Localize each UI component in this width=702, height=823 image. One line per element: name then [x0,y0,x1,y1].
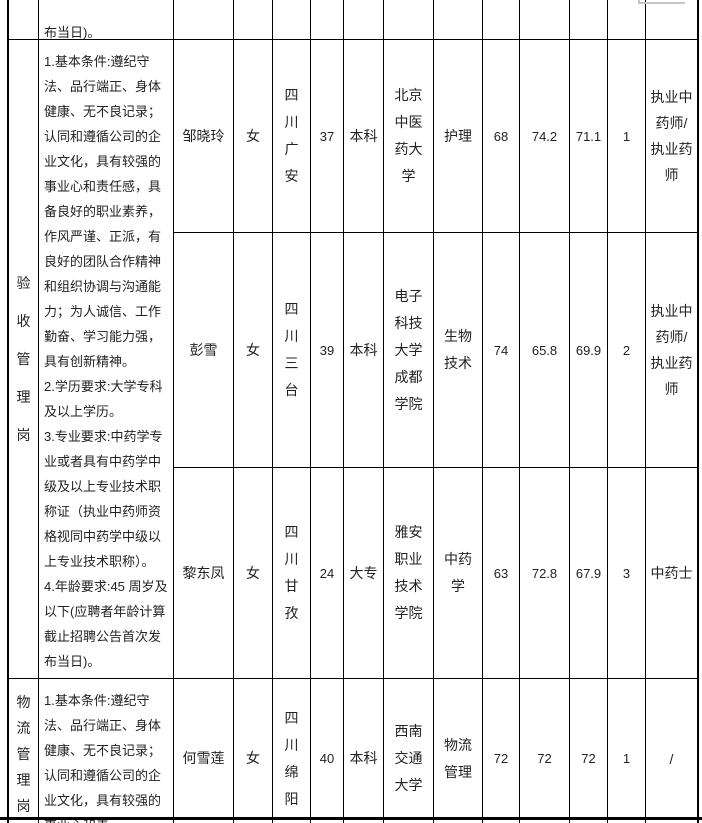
requirements-tail-text: 布当日)。 [44,25,101,40]
major-cell: 生物技术 [433,232,483,468]
score-written-cell: 63 [482,467,520,679]
school-cell: 西南交通大学 [383,678,434,823]
score-interview-cell: 72.8 [519,467,570,679]
requirement-item-4: 4.年龄要求:45 周岁及以下(应聘者年龄计算截止招聘公告首次发布当日)。 [44,579,168,669]
certificate-cell: 执业中药师/执业药师 [645,39,699,233]
bottom-crop-line [0,817,702,820]
empty-cell [433,0,483,40]
position-title-cell: 验收管理岗 [7,39,39,679]
score-total-cell: 69.9 [569,232,608,468]
origin-cell: 四川甘孜 [272,467,311,679]
score-interview-cell: 65.8 [519,232,570,468]
requirements-text: 1.基本条件:遵纪守法、品行端正、身体健康、无不良记录；认同和遵循公司的企业文化… [44,688,169,823]
empty-cell [310,0,344,40]
rank-cell: 1 [607,678,646,823]
empty-cell [343,0,384,40]
position-cell-partial-empty [7,0,39,40]
requirement-item-3: 3.专业要求:中药学专业或者具有中药学中级及以上专业技术职称证（执业中药师资格视… [44,429,163,569]
rank-cell: 1 [607,39,646,233]
requirement-item-2: 2.学历要求:大学专科及以上学历。 [44,379,163,419]
score-total-cell: 72 [569,678,608,823]
requirements-text: 1.基本条件:遵纪守法、品行端正、身体健康、无不良记录；认同和遵循公司的企业文化… [44,49,169,674]
age-cell: 39 [310,232,344,468]
school-cell: 北京中医药大学 [383,39,434,233]
education-cell: 本科 [343,39,384,233]
gender-cell: 女 [233,467,273,679]
requirements-cell: 1.基本条件:遵纪守法、品行端正、身体健康、无不良记录；认同和遵循公司的企业文化… [38,39,174,679]
major-cell: 护理 [433,39,483,233]
education-cell: 本科 [343,678,384,823]
school-cell: 电子科技大学成都学院 [383,232,434,468]
empty-cell [569,0,608,40]
origin-cell: 四川三台 [272,232,311,468]
requirement-item-1: 1.基本条件:遵纪守法、品行端正、身体健康、无不良记录；认同和遵循公司的企业文化… [44,54,162,369]
gender-cell: 女 [233,39,273,233]
empty-cell [173,0,234,40]
certificate-cell: 中药士 [645,467,699,679]
rank-cell: 3 [607,467,646,679]
candidate-name-cell: 黎东凤 [173,467,234,679]
candidate-name-cell: 邹晓玲 [173,39,234,233]
empty-cell [383,0,434,40]
score-written-cell: 68 [482,39,520,233]
major-cell: 物流管理 [433,678,483,823]
education-cell: 大专 [343,467,384,679]
score-interview-cell: 74.2 [519,39,570,233]
age-cell: 40 [310,678,344,823]
age-cell: 37 [310,39,344,233]
score-interview-cell: 72 [519,678,570,823]
score-written-cell: 74 [482,232,520,468]
major-cell: 中药学 [433,467,483,679]
gender-cell: 女 [233,232,273,468]
empty-cell [482,0,520,40]
empty-cell [272,0,311,40]
gender-cell: 女 [233,678,273,823]
score-written-cell: 72 [482,678,520,823]
score-total-cell: 71.1 [569,39,608,233]
requirement-item-1: 1.基本条件:遵纪守法、品行端正、身体健康、无不良记录；认同和遵循公司的企业文化… [44,693,162,823]
age-cell: 24 [310,467,344,679]
empty-cell [645,0,699,40]
cropped-selection-artifact [638,0,685,4]
position-title-cell: 物流管理岗 [7,678,39,823]
origin-cell: 四川绵阳 [272,678,311,823]
score-total-cell: 67.9 [569,467,608,679]
empty-cell [233,0,273,40]
certificate-cell: / [645,678,699,823]
candidate-name-cell: 何雪莲 [173,678,234,823]
candidate-name-cell: 彭雪 [173,232,234,468]
rank-cell: 2 [607,232,646,468]
certificate-cell: 执业中药师/执业药师 [645,232,699,468]
requirements-cell-partial-top: 布当日)。 [38,0,174,40]
origin-cell: 四川广安 [272,39,311,233]
empty-cell [607,0,646,40]
requirements-cell-partial: 1.基本条件:遵纪守法、品行端正、身体健康、无不良记录；认同和遵循公司的企业文化… [38,678,174,823]
school-cell: 雅安职业技术学院 [383,467,434,679]
education-cell: 本科 [343,232,384,468]
empty-cell [519,0,570,40]
